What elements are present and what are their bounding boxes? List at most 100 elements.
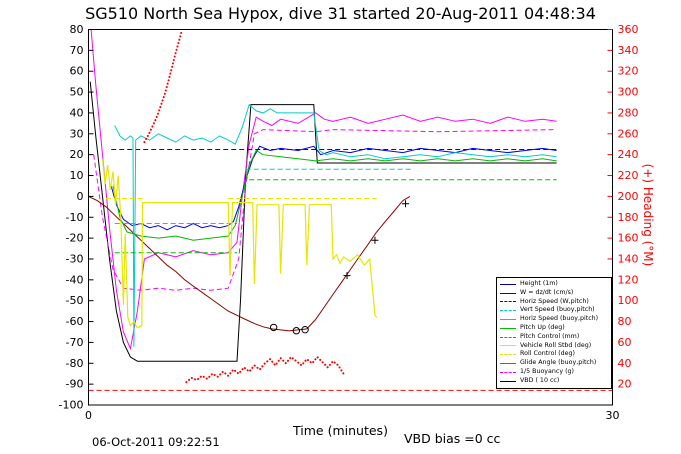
y-right-tick-label: 60 <box>618 336 632 349</box>
y-left-tick-label: 60 <box>70 65 84 78</box>
legend-label: 1/5 Buoyancy (g) <box>520 367 574 375</box>
y-left-tick-label: -100 <box>59 399 84 412</box>
legend-item: W = dz/dt (cm/s) <box>500 289 608 298</box>
legend-item: Pitch Up (deg) <box>500 324 608 333</box>
y-left-tick-label: -30 <box>66 252 84 265</box>
y-left-tick-label: 70 <box>70 44 84 57</box>
series-buoyancy-fifth <box>93 129 557 291</box>
legend-label: Roll Control (deg) <box>520 350 575 358</box>
series-heading <box>143 29 345 384</box>
legend-swatch <box>500 301 516 303</box>
legend-swatch <box>500 363 516 365</box>
y-right-tick-label: 260 <box>618 127 639 140</box>
legend-item: Vert Speed (buoy,pitch) <box>500 306 608 315</box>
dive-marker-plus <box>371 236 379 244</box>
legend-item: VBD ( 10 cc) <box>500 377 608 386</box>
legend-swatch <box>500 319 516 321</box>
dive-marker-circle <box>301 325 309 334</box>
y-left-tick-label: 10 <box>70 169 84 182</box>
x-tick-label: 30 <box>606 409 620 422</box>
series-vert-speed-buoy <box>114 168 412 224</box>
y-right-tick-label: 40 <box>618 357 632 370</box>
y-right-tick-label: 120 <box>618 273 639 286</box>
legend-label: VBD ( 10 cc) <box>520 376 560 384</box>
y-right-tick-label: 360 <box>618 23 639 36</box>
y-right-tick-label: 140 <box>618 252 639 265</box>
vbd-bias-label: VBD bias =0 cc <box>404 431 501 446</box>
series-vbd <box>89 81 557 362</box>
legend-swatch <box>500 345 516 347</box>
y-left-tick-label: 80 <box>70 23 84 36</box>
legend-label: Vert Speed (buoy,pitch) <box>520 306 595 314</box>
legend-swatch <box>500 310 516 312</box>
y-right-tick-label: 300 <box>618 86 639 99</box>
dive-marker-circle <box>269 323 278 332</box>
y-left-tick-label: -80 <box>66 357 84 370</box>
legend-item: Pitch Control (mm) <box>500 333 608 342</box>
dive-marker-plus <box>343 272 351 280</box>
y-right-tick-label: 100 <box>618 294 639 307</box>
legend-item: Glide Angle (buoy,pitch) <box>500 359 608 368</box>
legend-item: Height (1m) <box>500 280 608 289</box>
series-pitch-control <box>114 179 557 254</box>
legend-swatch <box>500 380 516 382</box>
y-left-tick-label: -50 <box>66 294 84 307</box>
plot-timestamp: 06-Oct-2011 09:22:51 <box>92 435 220 449</box>
legend-swatch <box>500 336 516 338</box>
y-right-tick-label: 280 <box>618 106 639 119</box>
legend-swatch <box>500 327 516 329</box>
dive-marker-plus <box>402 200 410 208</box>
y-left-tick-label: -60 <box>66 315 84 328</box>
chart-title: SG510 North Sea Hypox, dive 31 started 2… <box>85 4 596 23</box>
y-left-tick-label: -20 <box>66 232 84 245</box>
x-axis-label: Time (minutes) <box>293 423 388 438</box>
y-left-tick-label: 20 <box>70 148 84 161</box>
legend-label: Vehicle Roll Stbd (deg) <box>520 341 592 349</box>
y-right-tick-label: 180 <box>618 211 639 224</box>
x-tick-label: 0 <box>85 409 92 422</box>
legend-swatch <box>500 283 516 285</box>
y-left-tick-label: 30 <box>70 127 84 140</box>
legend-item: Horiz Speed (W,pitch) <box>500 298 608 307</box>
series-glide-angle <box>90 29 557 351</box>
y-left-tick-label: 40 <box>70 106 84 119</box>
y-right-axis-label: (+) Heading (°M) <box>641 163 655 267</box>
legend-item: Roll Control (deg) <box>500 350 608 359</box>
y-left-tick-label: -90 <box>66 378 84 391</box>
y-right-tick-label: 240 <box>618 148 639 161</box>
y-right-tick-label: 20 <box>618 378 632 391</box>
legend-label: Pitch Up (deg) <box>520 323 565 331</box>
y-right-tick-label: 200 <box>618 190 639 203</box>
y-left-tick-label: -70 <box>66 336 84 349</box>
series-horiz-speed-buoy <box>114 103 557 347</box>
y-right-tick-label: 340 <box>618 44 639 57</box>
legend-label: Horiz Speed (W,pitch) <box>520 297 589 305</box>
y-left-tick-label: -40 <box>66 273 84 286</box>
legend-item: Vehicle Roll Stbd (deg) <box>500 342 608 351</box>
y-left-tick-label: -10 <box>66 211 84 224</box>
legend-swatch <box>500 371 516 373</box>
legend-label: Height (1m) <box>520 280 558 287</box>
legend-swatch <box>500 292 516 294</box>
legend-item: Horiz Speed (buoy,pitch) <box>500 315 608 324</box>
y-right-tick-label: 80 <box>618 315 632 328</box>
legend-label: W = dz/dt (cm/s) <box>520 288 574 296</box>
dive-marker-circle <box>292 327 301 335</box>
series-height <box>88 195 411 332</box>
y-left-tick-label: 50 <box>70 86 84 99</box>
y-right-tick-label: 160 <box>618 232 639 245</box>
legend-item: 1/5 Buoyancy (g) <box>500 368 608 377</box>
legend-label: Horiz Speed (buoy,pitch) <box>520 315 599 323</box>
y-right-tick-label: 220 <box>618 169 639 182</box>
legend-label: Glide Angle (buoy,pitch) <box>520 359 597 367</box>
y-right-tick-label: 320 <box>618 65 639 78</box>
series-roll-stbd <box>101 158 378 329</box>
y-left-tick-label: 0 <box>77 190 84 203</box>
legend: Height (1m) W = dz/dt (cm/s) Horiz Speed (… <box>496 277 612 389</box>
legend-label: Pitch Control (mm) <box>520 332 580 340</box>
legend-swatch <box>500 354 516 356</box>
series-w-dzdt <box>110 145 557 231</box>
series-pitch-up <box>112 149 557 241</box>
